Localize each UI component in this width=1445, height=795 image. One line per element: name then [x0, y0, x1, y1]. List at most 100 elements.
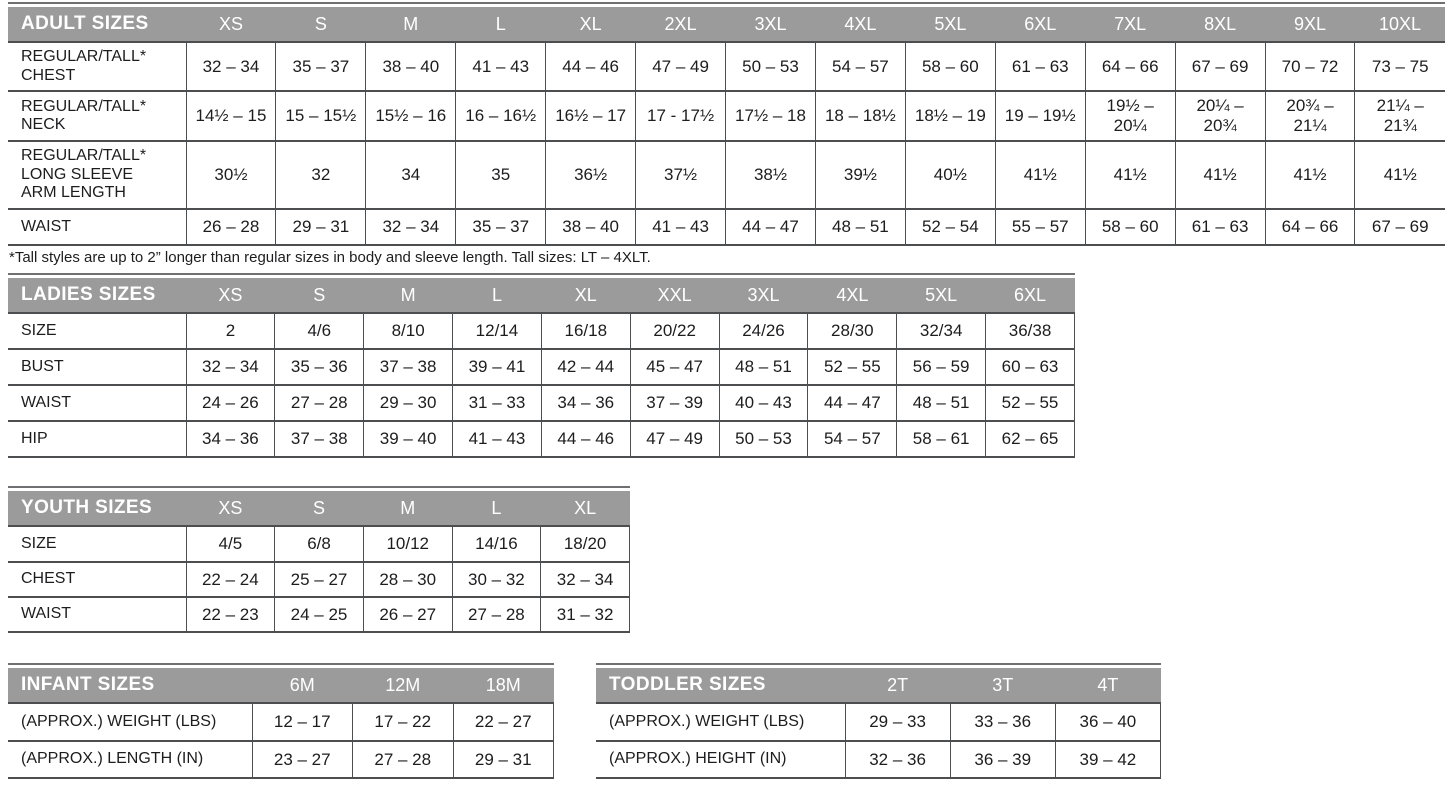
size-cell: 38 – 40	[365, 41, 456, 91]
size-cell: 48 – 51	[718, 348, 808, 385]
row-label: CHEST	[8, 561, 186, 597]
column-header-2t: 2T	[845, 668, 951, 703]
size-cell: 62 – 65	[985, 420, 1075, 458]
size-cell: 26 – 27	[362, 596, 453, 633]
size-cell: 41½	[1174, 140, 1266, 209]
size-cell: 40 – 43	[718, 384, 808, 421]
size-cell: 54 – 57	[807, 420, 897, 458]
size-cell: 37 – 38	[363, 348, 453, 385]
size-cell: 12 – 17	[251, 702, 353, 741]
size-cell: 36 – 39	[949, 740, 1056, 779]
size-cell: 24/26	[718, 312, 808, 349]
column-header-l: L	[452, 491, 541, 526]
size-cell: 35 – 37	[275, 41, 366, 91]
size-cell: 27 – 28	[451, 596, 541, 633]
size-cell: 36½	[545, 140, 636, 209]
column-header-xl: XL	[540, 491, 630, 526]
size-cell: 34 – 36	[540, 384, 631, 421]
table-top-rule	[8, 486, 630, 488]
size-cell: 14½ – 15	[185, 90, 276, 141]
size-cell: 16½ – 17	[545, 90, 636, 141]
column-header-xs: XS	[186, 278, 275, 313]
column-header-m: M	[363, 491, 453, 526]
column-header-3xl: 3XL	[725, 7, 816, 42]
size-cell: 10/12	[362, 525, 453, 562]
size-cell: 19 – 19½	[994, 90, 1086, 141]
size-cell: 14/16	[451, 525, 541, 562]
size-cell: 35 – 37	[455, 208, 546, 246]
column-header-s: S	[274, 491, 364, 526]
adult-sizes-table-block: ADULT SIZES XS S M L XL 2XL 3XL 4XL 5XL 6XL 7XL 8XL 9…	[8, 2, 1445, 246]
size-cell: 20¾ – 21¼	[1264, 90, 1355, 141]
size-cell: 61 – 63	[1174, 208, 1266, 246]
column-header-3t: 3T	[950, 668, 1056, 703]
size-cell: 38 – 40	[545, 208, 636, 246]
toddler-sizes-table: TODDLER SIZES 2T 3T 4T (APPROX.) WEIGHT (LBS…	[596, 668, 1162, 779]
size-cell: 30½	[185, 140, 276, 209]
youth-sizes-table-block: YOUTH SIZES XS S M L XL SIZE 4/5 6/8 10/12 14/16 18…	[8, 486, 630, 633]
size-cell: 58 – 60	[904, 41, 996, 91]
size-cell: 41 – 43	[452, 420, 542, 458]
table-top-rule	[8, 273, 1075, 275]
size-cell: 39½	[814, 140, 906, 209]
size-cell: 40½	[904, 140, 996, 209]
size-cell: 64 – 66	[1084, 41, 1176, 91]
adult-table-title: ADULT SIZES	[8, 7, 186, 42]
size-cell: 70 – 72	[1264, 41, 1355, 91]
size-cell: 58 – 61	[896, 420, 986, 458]
size-cell: 28 – 30	[362, 561, 453, 597]
column-header-2xl: 2XL	[635, 7, 726, 42]
size-cell: 32 – 34	[185, 41, 276, 91]
size-cell: 34	[365, 140, 456, 209]
size-cell: 30 – 32	[451, 561, 541, 597]
size-cell: 24 – 26	[185, 384, 275, 421]
column-header-xs: XS	[186, 491, 275, 526]
row-label: WAIST	[8, 208, 186, 246]
size-cell: 36/38	[985, 312, 1075, 349]
size-cell: 29 – 30	[363, 384, 453, 421]
size-cell: 19½ – 20¼	[1084, 90, 1176, 141]
size-cell: 16 – 16½	[455, 90, 546, 141]
table-top-rule	[8, 2, 1445, 4]
table-top-rule	[8, 663, 554, 665]
size-cell: 48 – 51	[814, 208, 906, 246]
column-header-m: M	[365, 7, 456, 42]
size-cell: 56 – 59	[896, 348, 986, 385]
row-label: SIZE	[8, 525, 186, 562]
size-cell: 52 – 55	[807, 348, 897, 385]
size-cell: 16/18	[540, 312, 631, 349]
size-cell: 50 – 53	[725, 41, 816, 91]
size-cell: 4/5	[185, 525, 275, 562]
row-label: (APPROX.) HEIGHT (IN)	[596, 740, 845, 779]
size-cell: 17½ – 18	[725, 90, 816, 141]
row-label: BUST	[8, 348, 186, 385]
size-cell: 18½ – 19	[904, 90, 996, 141]
row-label: REGULAR/TALL* CHEST	[8, 41, 186, 91]
size-cell: 45 – 47	[629, 348, 720, 385]
column-header-l: L	[452, 278, 542, 313]
size-cell: 32 – 36	[844, 740, 951, 779]
column-header-xs: XS	[186, 7, 276, 42]
size-cell: 52 – 54	[904, 208, 996, 246]
size-cell: 44 – 47	[807, 384, 897, 421]
column-header-10xl: 10XL	[1354, 7, 1445, 42]
size-cell: 37 – 38	[274, 420, 364, 458]
size-cell: 27 – 28	[274, 384, 364, 421]
row-label: WAIST	[8, 384, 186, 421]
column-header-9xl: 9XL	[1265, 7, 1355, 42]
ladies-sizes-table-block: LADIES SIZES XS S M L XL XXL 3XL 4XL 5XL 6XL SIZE 2 4…	[8, 273, 1075, 458]
size-cell: 34 – 36	[185, 420, 275, 458]
column-header-m: M	[363, 278, 453, 313]
row-label: REGULAR/TALL* NECK	[8, 90, 186, 141]
tall-sizes-footnote: *Tall styles are up to 2” longer than re…	[9, 249, 651, 266]
column-header-18m: 18M	[453, 668, 554, 703]
size-cell: 21¼ – 21¾	[1354, 90, 1445, 141]
size-cell: 41½	[994, 140, 1086, 209]
size-cell: 17 – 22	[352, 702, 453, 741]
size-cell: 28/30	[807, 312, 897, 349]
column-header-4xl: 4XL	[815, 7, 906, 42]
size-cell: 41½	[1354, 140, 1445, 209]
size-cell: 24 – 25	[274, 596, 364, 633]
size-cell: 32	[275, 140, 366, 209]
size-cell: 22 – 23	[185, 596, 275, 633]
